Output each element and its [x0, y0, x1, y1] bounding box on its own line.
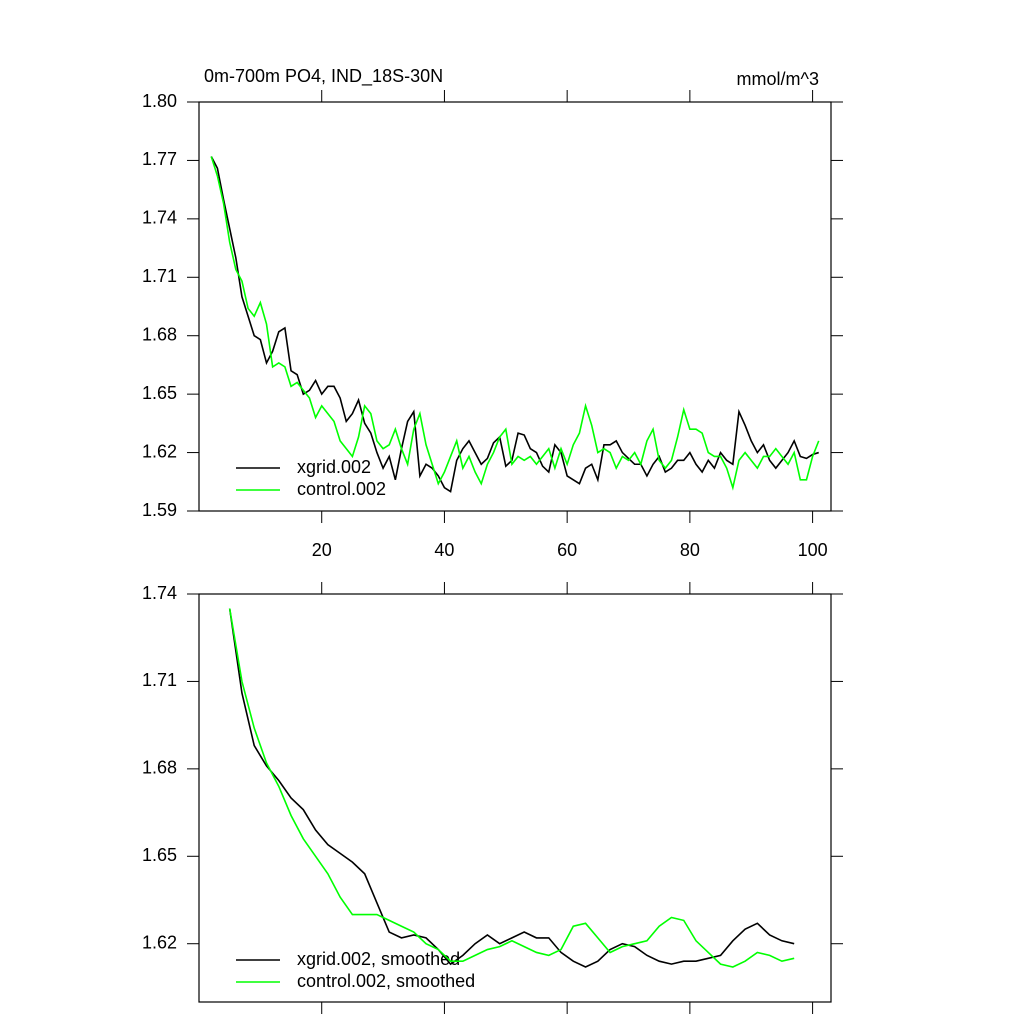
series-line	[228, 608, 795, 968]
plot-frame	[198, 101, 832, 512]
y-tick-label: 1.65	[142, 845, 177, 865]
legend-label: xgrid.002, smoothed	[297, 949, 460, 969]
legend-label: xgrid.002	[297, 457, 371, 477]
x-tick-label: 80	[680, 540, 700, 560]
y-tick-label: 1.68	[142, 758, 177, 778]
y-tick-label: 1.77	[142, 149, 177, 169]
plot-frame	[198, 593, 832, 1003]
y-tick-label: 1.74	[142, 208, 177, 228]
series-line	[210, 156, 820, 491]
y-tick-label: 1.80	[142, 91, 177, 111]
legend-label: control.002	[297, 479, 386, 499]
y-tick-label: 1.71	[142, 266, 177, 286]
units-label: mmol/m^3	[737, 69, 819, 89]
x-tick-label: 40	[434, 540, 454, 560]
y-tick-label: 1.65	[142, 383, 177, 403]
chart-title: 0m-700m PO4, IND_18S-30N	[204, 66, 443, 87]
y-tick-label: 1.74	[142, 583, 177, 603]
y-tick-label: 1.62	[142, 441, 177, 461]
legend-label: control.002, smoothed	[297, 971, 475, 991]
y-tick-label: 1.71	[142, 670, 177, 690]
y-tick-label: 1.62	[142, 932, 177, 952]
x-tick-label: 60	[557, 540, 577, 560]
series-line	[228, 608, 795, 968]
y-tick-label: 1.59	[142, 500, 177, 520]
series-line	[210, 156, 819, 493]
x-tick-label: 20	[312, 540, 332, 560]
y-tick-label: 1.68	[142, 324, 177, 344]
x-tick-label: 100	[798, 540, 828, 560]
